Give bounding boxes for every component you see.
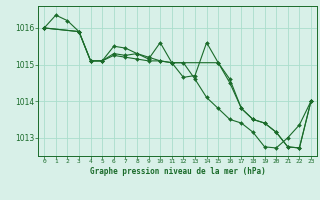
X-axis label: Graphe pression niveau de la mer (hPa): Graphe pression niveau de la mer (hPa) [90, 167, 266, 176]
